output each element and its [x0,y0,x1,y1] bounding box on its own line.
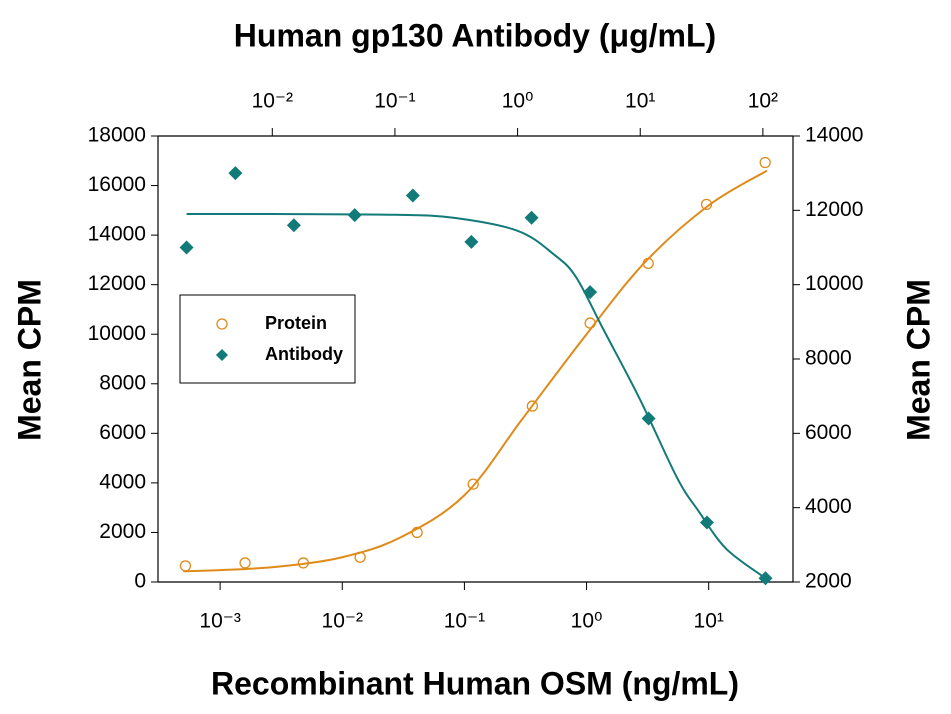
y2-tick-label: 10000 [805,272,863,295]
legend-label: Antibody [265,344,343,364]
y2-tick-label: 12000 [805,198,863,221]
y2-axis-title: Mean CPM [900,279,936,441]
data-point [405,188,420,203]
y-axis-title: Mean CPM [11,279,47,441]
y2-tick-label: 14000 [805,124,863,147]
data-point [179,560,192,572]
data-point [297,557,309,569]
y2-tick-label: 4000 [805,495,852,518]
y-tick-label: 10000 [88,322,146,345]
x2-tick-label: 10⁻¹ [374,90,415,113]
data-point [464,234,479,249]
data-point [759,156,771,169]
x-tick-label: 10⁰ [571,610,603,633]
data-point [347,208,362,223]
data-point [583,285,598,300]
data-point [286,218,301,233]
legend-box [179,294,356,384]
legend-label: Protein [265,313,327,333]
y-tick-label: 2000 [99,520,146,543]
data-point [584,317,596,329]
legend-marker [216,318,228,330]
chart-title: Human gp130 Antibody (μg/mL) [234,17,716,53]
x-tick-label: 10⁻³ [199,610,240,633]
data-point [758,571,773,586]
y-tick-label: 8000 [99,371,146,394]
legend-marker [216,349,228,361]
data-point [354,551,366,563]
data-point [699,515,714,530]
data-point [700,198,713,211]
data-point [641,411,656,426]
legend: Protein Antibody [179,294,356,384]
data-point [524,210,539,225]
y-tick-label: 16000 [88,173,146,196]
y-tick-label: 6000 [99,421,146,444]
y-tick-label: 14000 [88,223,146,246]
x2-tick-label: 10⁻² [252,90,293,113]
data-point [228,166,243,181]
data-point [411,526,423,539]
data-point [642,257,654,270]
data-point [179,240,194,255]
y2-tick-label: 6000 [805,421,852,444]
fit-curve [183,169,768,573]
fit-curve [186,212,764,578]
data-point [467,478,479,490]
y2-tick-label: 2000 [805,570,852,593]
y-tick-label: 4000 [99,470,146,493]
x-tick-label: 10⁻² [322,610,363,633]
x2-tick-label: 10¹ [625,90,655,113]
data-point [239,557,251,569]
x-axis-title: Recombinant Human OSM (ng/mL) [211,665,739,701]
x2-tick-label: 10⁰ [502,90,534,113]
y-tick-label: 18000 [88,124,146,147]
data-point [526,400,539,412]
y2-tick-label: 8000 [805,347,852,370]
x-tick-label: 10¹ [694,610,724,633]
x-tick-label: 10⁻¹ [444,610,485,633]
y-tick-label: 12000 [88,272,146,295]
x2-tick-label: 10² [748,90,778,113]
y-tick-label: 0 [134,570,146,593]
